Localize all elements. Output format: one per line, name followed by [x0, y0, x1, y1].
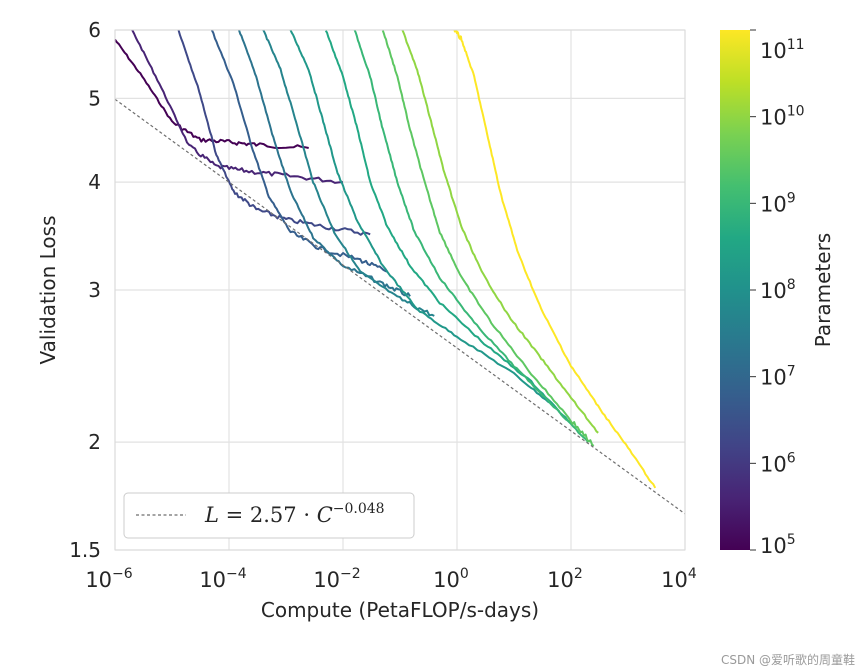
- x-tick-label: 10−6: [85, 566, 132, 592]
- y-tick-label: 1.5: [69, 538, 101, 562]
- series-line: [262, 29, 435, 317]
- x-tick-label-base: 10: [85, 568, 112, 592]
- legend-label: L = 2.57 · C−0.048: [204, 501, 385, 527]
- series-lines: [114, 29, 657, 489]
- series-line: [453, 29, 657, 489]
- colorbar-tick-label-base: 10: [760, 366, 787, 390]
- watermark: CSDN @爱听歌的周童鞋: [720, 653, 855, 667]
- colorbar-tick-label-exp: 11: [787, 37, 805, 53]
- colorbar-label: Parameters: [811, 233, 835, 347]
- series-line: [381, 30, 595, 447]
- y-tick-label: 5: [88, 86, 101, 110]
- colorbar-tick-label-exp: 8: [787, 277, 796, 293]
- colorbar-tick-label: 106: [760, 450, 796, 476]
- colorbar-tick-label: 105: [760, 532, 796, 558]
- x-tick-label-base: 10: [313, 568, 340, 592]
- series-line: [353, 29, 589, 443]
- x-tick-label-base: 10: [433, 568, 460, 592]
- colorbar-tick-label-exp: 6: [787, 450, 796, 466]
- x-tick-label-base: 10: [547, 568, 574, 592]
- colorbar-tick-label: 1010: [760, 104, 805, 130]
- colorbar-tick-label-exp: 5: [787, 532, 796, 548]
- colorbar-tick-label: 109: [760, 190, 796, 216]
- colorbar-tick-label-exp: 9: [787, 190, 796, 206]
- grid-lines: [114, 29, 686, 551]
- x-tick-label-exp: −4: [226, 566, 247, 582]
- x-axis-label: Compute (PetaFLOP/s-days): [261, 598, 539, 622]
- colorbar-tick-label: 107: [760, 364, 796, 390]
- colorbar-tick-label-exp: 7: [787, 364, 796, 380]
- legend-box: [123, 492, 415, 539]
- legend-lhs: L: [204, 503, 219, 527]
- legend-eq: = 2.57 ·: [219, 503, 317, 527]
- x-tick-label: 102: [547, 566, 583, 592]
- colorbar-tick-label-base: 10: [760, 106, 787, 130]
- series-line: [210, 29, 388, 273]
- series-line: [177, 29, 371, 236]
- colorbar-tick-label-exp: 10: [787, 104, 805, 120]
- y-tick-label: 2: [88, 430, 101, 454]
- colorbar-tick-label-base: 10: [760, 192, 787, 216]
- series-line: [289, 29, 555, 407]
- y-tick-labels: 1.5 2 3 4 5 6: [69, 18, 101, 562]
- colorbar-tick-label-base: 10: [760, 279, 787, 303]
- y-axis-label: Validation Loss: [36, 216, 60, 365]
- x-tick-label: 104: [661, 566, 697, 592]
- colorbar-tick-label: 108: [760, 277, 796, 303]
- legend-var: C: [317, 503, 333, 527]
- legend: L = 2.57 · C−0.048: [123, 492, 415, 539]
- y-tick-label: 4: [88, 170, 101, 194]
- x-tick-label-base: 10: [199, 568, 226, 592]
- colorbar-tick-label-base: 10: [760, 39, 787, 63]
- y-tick-label: 6: [88, 18, 101, 42]
- x-tick-label-exp: 2: [574, 566, 583, 582]
- series-line: [131, 29, 344, 184]
- legend-exp: −0.048: [333, 501, 385, 517]
- series-line: [114, 38, 309, 149]
- series-line: [324, 30, 572, 425]
- x-tick-label-exp: 4: [688, 566, 697, 582]
- series-line: [401, 29, 599, 434]
- x-tick-label: 10−4: [199, 566, 246, 592]
- colorbar-tick-label-base: 10: [760, 452, 787, 476]
- x-tick-label: 10−2: [313, 566, 360, 592]
- fit-line: [114, 98, 686, 515]
- colorbar: [720, 30, 750, 550]
- colorbar-tick-label: 1011: [760, 37, 805, 63]
- plot-frame: [114, 29, 686, 551]
- x-tick-label-base: 10: [661, 568, 688, 592]
- y-tick-label: 3: [88, 278, 101, 302]
- x-tick-label-exp: 0: [460, 566, 469, 582]
- x-tick-label-exp: −2: [340, 566, 361, 582]
- x-tick-label: 100: [433, 566, 469, 592]
- colorbar-tick-label-base: 10: [760, 534, 787, 558]
- x-tick-label-exp: −6: [112, 566, 133, 582]
- x-tick-labels: 10−6 10−4 10−2 100 102 104: [85, 566, 697, 592]
